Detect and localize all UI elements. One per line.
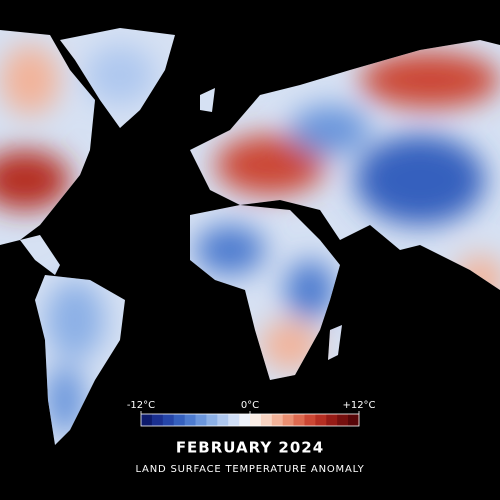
colorbar-swatch <box>206 414 218 426</box>
colorbar-swatch <box>271 414 283 426</box>
colorbar-swatch <box>282 414 294 426</box>
colorbar-swatch <box>337 414 349 426</box>
colorbar-swatch <box>304 414 316 426</box>
map-subtitle: LAND SURFACE TEMPERATURE ANOMALY <box>135 464 364 475</box>
colorbar-swatch <box>151 414 164 426</box>
colorbar-tick-label: 0°C <box>241 400 259 411</box>
colorbar-swatch <box>326 414 338 426</box>
colorbar-swatch <box>239 414 251 426</box>
colorbar-swatch <box>173 414 185 426</box>
colorbar: -12°C 0°C +12°C <box>127 400 376 427</box>
colorbar-swatch <box>217 414 229 426</box>
colorbar-swatch <box>228 414 240 426</box>
map-title: FEBRUARY 2024 <box>176 439 324 457</box>
colorbar-swatch <box>348 414 360 426</box>
colorbar-swatch <box>250 414 262 426</box>
colorbar-swatch <box>184 414 196 426</box>
colorbar-tick-label: +12°C <box>342 400 375 411</box>
colorbar-swatch <box>293 414 305 426</box>
colorbar-tick-label: -12°C <box>127 400 155 411</box>
colorbar-swatch <box>162 414 174 426</box>
colorbar-swatch <box>195 414 207 426</box>
colorbar-swatch <box>260 414 273 426</box>
colorbar-swatch <box>141 414 153 426</box>
colorbar-swatch <box>315 414 327 426</box>
